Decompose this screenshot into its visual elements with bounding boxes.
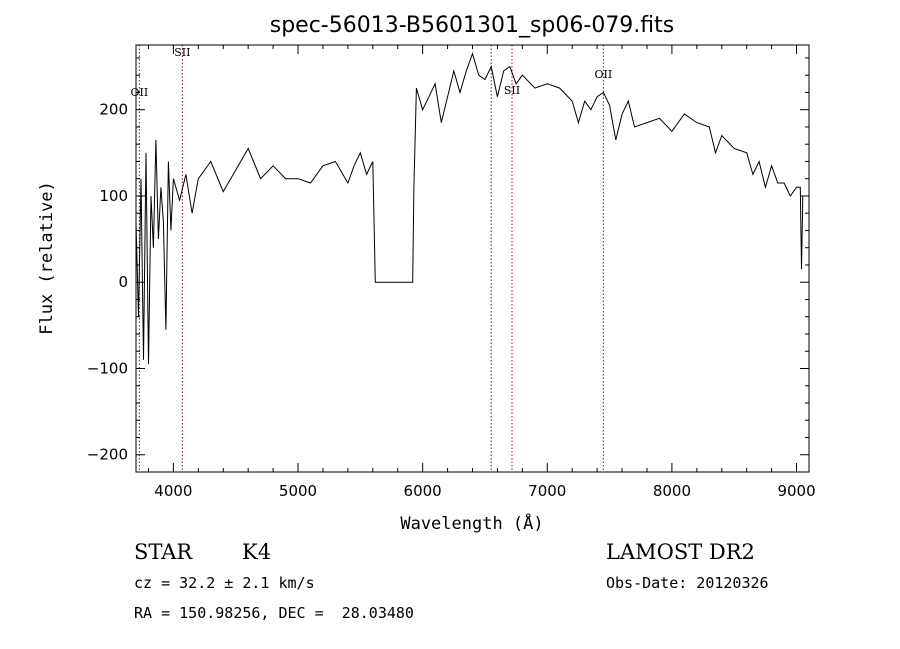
spectrum-line-0	[135, 51, 804, 365]
x-tick-label-4000: 4000	[154, 482, 192, 500]
y-tick-label-0: 0	[118, 273, 128, 291]
y-tick-label--100: −100	[87, 359, 128, 377]
y-tick-label-100: 100	[99, 187, 128, 205]
x-tick-label-9000: 9000	[777, 482, 815, 500]
y-tick-label--200: −200	[87, 446, 128, 464]
y-axis-label: Flux (relative)	[37, 181, 57, 335]
x-tick-label-6000: 6000	[404, 482, 442, 500]
line-marker-label-4: OII	[595, 68, 613, 81]
redshift-velocity: cz = 32.2 ± 2.1 km/s	[134, 574, 315, 592]
chart-title: spec-56013-B5601301_sp06-079.fits	[270, 13, 675, 38]
spectrum-series	[135, 51, 804, 365]
spectrum-chart: spec-56013-B5601301_sp06-079.fits OII SII…	[37, 13, 816, 534]
survey-name: LAMOST DR2	[606, 540, 755, 564]
coordinates: RA = 150.98256, DEC = 28.03480	[134, 604, 414, 622]
observation-date: Obs-Date: 20120326	[606, 574, 769, 592]
x-tick-label-5000: 5000	[279, 482, 317, 500]
x-axis: 4000 5000 6000 7000 8000 9000	[147, 45, 816, 500]
x-tick-label-8000: 8000	[653, 482, 691, 500]
plot-frame	[135, 44, 810, 473]
object-subclass: K4	[242, 540, 272, 564]
object-class: STAR	[134, 540, 193, 564]
y-tick-label-200: 200	[99, 101, 128, 119]
line-marker-label-1: SII	[174, 46, 190, 59]
x-axis-label: Wavelength (Å)	[400, 512, 543, 534]
x-tick-label-7000: 7000	[528, 482, 566, 500]
line-marker-label-3: SII	[504, 84, 520, 97]
y-axis: −200 −100 0 100 200	[87, 57, 809, 464]
